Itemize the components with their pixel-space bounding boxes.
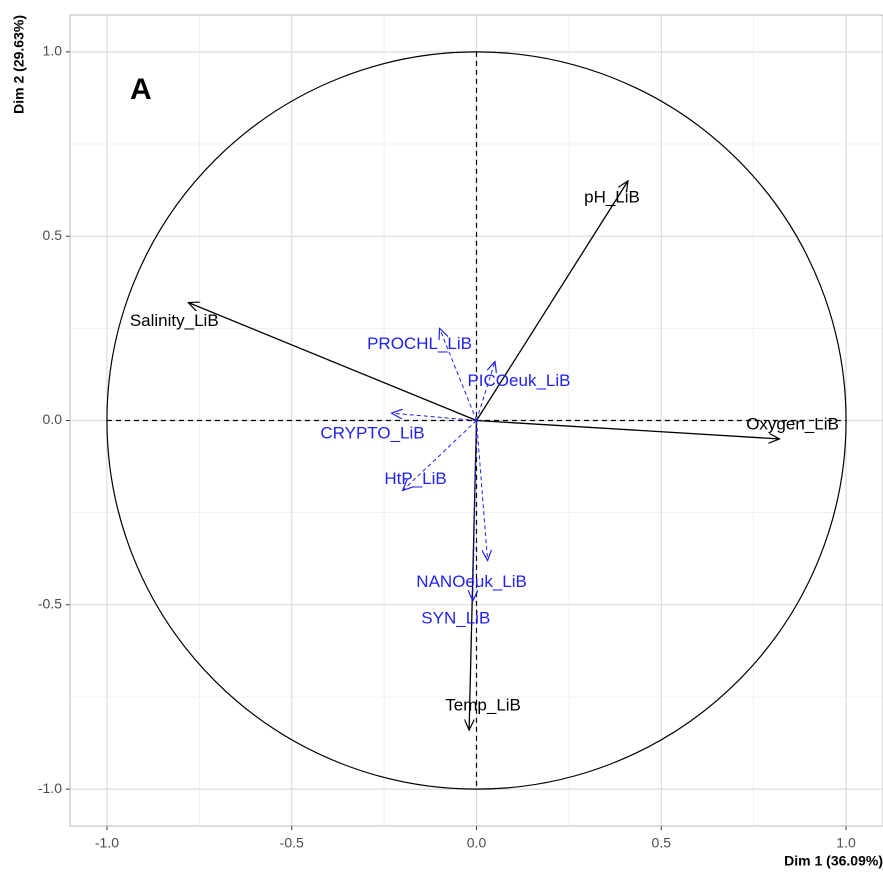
arrow	[473, 420, 477, 602]
variable-label: PICOeuk_LiB	[467, 371, 570, 390]
y-tick-label: 0.0	[43, 411, 63, 427]
variable-label: Salinity_LiB	[130, 311, 219, 330]
variable-label: CRYPTO_LiB	[320, 424, 424, 443]
arrow	[188, 303, 477, 422]
variable-label: Temp_LiB	[445, 696, 521, 715]
arrow	[392, 413, 477, 421]
arrow	[440, 328, 477, 421]
arrow	[403, 420, 477, 491]
variable-label: Oxygen_LiB	[746, 414, 839, 433]
variable-label: NANOeuk_LiB	[416, 572, 527, 591]
y-tick-label: 0.5	[43, 227, 63, 243]
arrow	[476, 420, 488, 561]
x-tick-label: -0.5	[280, 835, 304, 851]
variable-label: pH_LiB	[584, 187, 640, 206]
y-tick-label: -1.0	[38, 780, 62, 796]
y-tick-label: -0.5	[38, 596, 62, 612]
x-axis-label: Dim 1 (36.09%)	[784, 853, 883, 869]
arrow	[476, 419, 780, 439]
x-tick-label: 1.0	[836, 835, 856, 851]
variable-label: PROCHL_LiB	[367, 334, 472, 353]
variable-label: HtP_LiB	[384, 469, 446, 488]
x-tick-label: 0.5	[652, 835, 672, 851]
panel-border	[69, 14, 883, 827]
y-tick-label: 1.0	[43, 43, 63, 59]
arrow	[476, 362, 495, 421]
x-tick-label: 0.0	[467, 835, 487, 851]
arrow	[475, 181, 629, 421]
panel-label: A	[130, 73, 152, 106]
y-axis-label: Dim 2 (29.63%)	[11, 15, 27, 114]
x-tick-label: -1.0	[95, 835, 119, 851]
variable-label: SYN_LiB	[421, 609, 490, 628]
